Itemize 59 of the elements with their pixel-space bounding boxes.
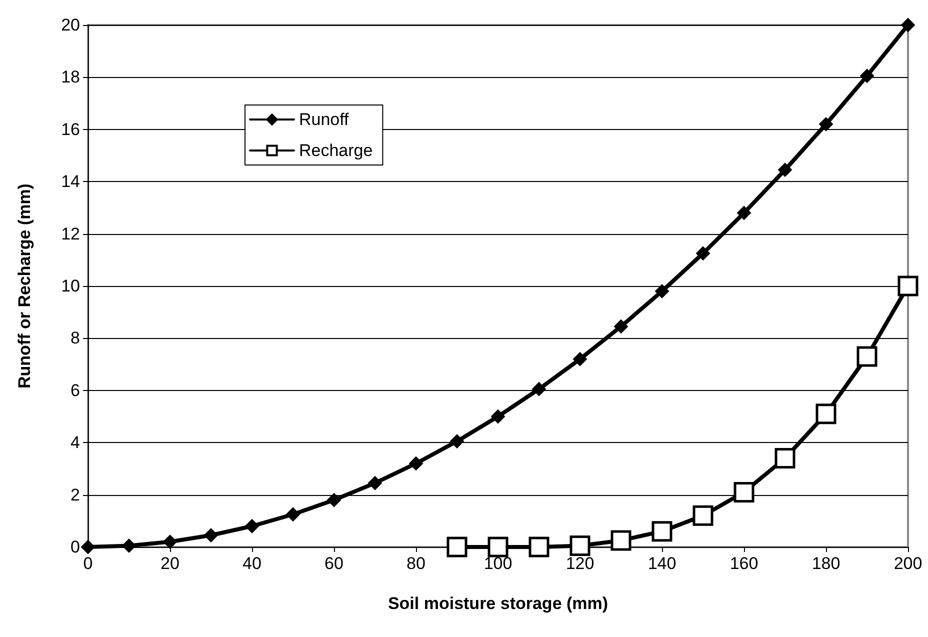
y-tick-label: 14 [61, 172, 80, 192]
point [737, 206, 751, 220]
x-tick-label: 0 [83, 554, 93, 573]
legend-label: Runoff [299, 110, 350, 129]
point [692, 505, 714, 526]
point [856, 346, 878, 367]
point [816, 404, 836, 424]
x-tick-label: 20 [160, 554, 180, 573]
y-tick-label: 20 [61, 16, 80, 34]
point [655, 284, 669, 298]
y-axis-title: Runoff or Recharge (mm) [15, 184, 34, 388]
point [734, 482, 754, 502]
point [446, 536, 468, 558]
point [860, 68, 874, 83]
x-tick-label: 60 [324, 554, 344, 573]
y-tick-label: 18 [61, 68, 80, 87]
point [450, 434, 464, 448]
y-tick-label: 12 [61, 224, 80, 244]
point [652, 521, 672, 542]
x-tick-label: 200 [894, 554, 922, 573]
point [491, 410, 505, 424]
point [774, 448, 796, 469]
x-tick-label: 120 [566, 554, 594, 573]
point [327, 493, 341, 508]
point [778, 162, 792, 177]
x-tick-label: 40 [242, 554, 262, 573]
point [81, 540, 95, 554]
point [163, 534, 177, 549]
point [532, 382, 546, 396]
x-tick-label: 80 [406, 554, 426, 573]
x-tick-label: 100 [484, 554, 512, 573]
y-tick-label: 16 [61, 120, 80, 139]
y-tick-label: 0 [70, 538, 80, 556]
point [528, 536, 550, 558]
point [614, 319, 628, 334]
point [696, 246, 710, 260]
point [819, 117, 833, 132]
point [573, 352, 587, 366]
y-tick-label: 6 [70, 380, 80, 400]
legend-label: Recharge [299, 141, 373, 160]
x-axis-title: Soil moisture storage (mm) [388, 594, 608, 613]
point [204, 528, 218, 542]
y-tick-label: 10 [61, 276, 80, 296]
x-tick-label: 180 [812, 554, 840, 573]
point [409, 456, 423, 470]
y-tick-label: 2 [70, 485, 80, 504]
point [245, 519, 259, 534]
point [488, 536, 508, 558]
point [898, 276, 918, 296]
x-tick-label: 160 [730, 554, 758, 573]
point [286, 507, 300, 522]
point [610, 530, 632, 551]
y-tick-label: 8 [70, 328, 80, 348]
point [368, 476, 382, 490]
point [901, 18, 915, 32]
point [122, 538, 136, 553]
x-tick-label: 140 [648, 554, 676, 573]
point [570, 535, 590, 556]
y-tick-label: 4 [70, 433, 80, 452]
